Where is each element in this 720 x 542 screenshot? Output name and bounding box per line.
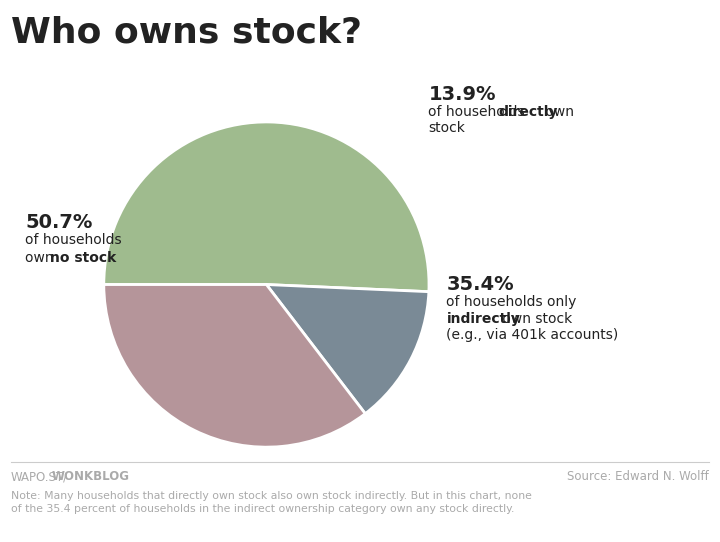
Wedge shape [104, 285, 365, 447]
Wedge shape [266, 285, 429, 414]
Text: Who owns stock?: Who owns stock? [11, 15, 362, 49]
Text: indirectly: indirectly [446, 312, 521, 326]
Text: WAPO.ST/: WAPO.ST/ [11, 470, 68, 483]
Text: directly: directly [498, 105, 557, 119]
Text: no stock: no stock [50, 251, 116, 265]
Text: 13.9%: 13.9% [428, 85, 496, 105]
Text: stock: stock [428, 121, 465, 136]
Text: Note: Many households that directly own stock also own stock indirectly. But in : Note: Many households that directly own … [11, 491, 531, 514]
Text: 35.4%: 35.4% [446, 275, 514, 294]
Text: own stock: own stock [498, 312, 572, 326]
Text: WONKBLOG: WONKBLOG [52, 470, 130, 483]
Text: of households: of households [25, 233, 122, 247]
Text: own: own [541, 105, 575, 119]
Wedge shape [104, 122, 429, 292]
Text: 50.7%: 50.7% [25, 212, 93, 232]
Text: Source: Edward N. Wolff: Source: Edward N. Wolff [567, 470, 709, 483]
Text: own: own [25, 251, 58, 265]
Text: of households: of households [428, 105, 529, 119]
Text: of households only: of households only [446, 295, 577, 309]
Text: (e.g., via 401k accounts): (e.g., via 401k accounts) [446, 328, 618, 343]
